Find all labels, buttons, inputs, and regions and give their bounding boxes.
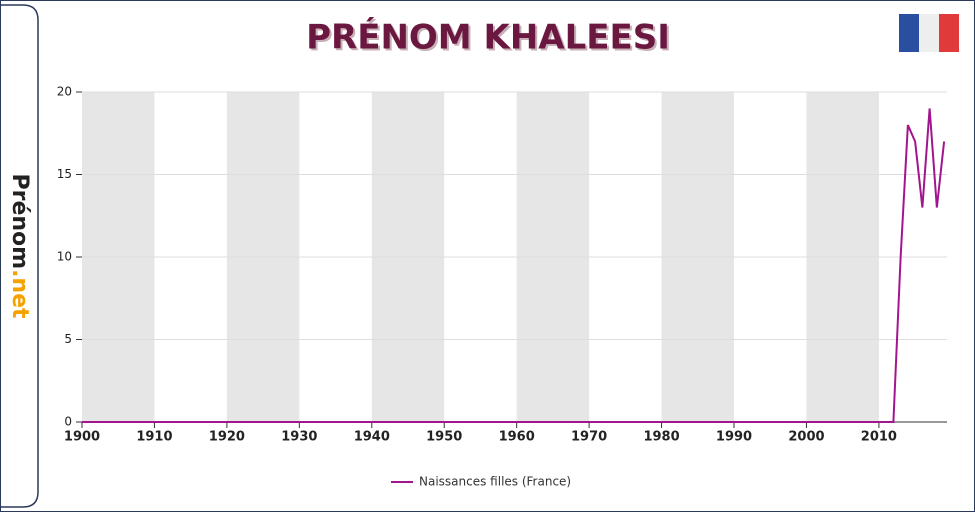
x-tick-label: 1970 xyxy=(571,430,607,445)
x-tick-label: 1980 xyxy=(643,430,679,445)
title-shadow: PRÉNOM KHALEESI xyxy=(308,19,672,60)
x-tick-label: 1930 xyxy=(281,430,317,445)
x-tick-label: 1960 xyxy=(499,430,535,445)
x-tick-label: 1920 xyxy=(209,430,245,445)
legend-label: Naissances filles (France) xyxy=(419,475,571,489)
x-tick-label: 2000 xyxy=(788,430,824,445)
logo-name: Prénom xyxy=(7,173,32,269)
x-tick-label: 1940 xyxy=(354,430,390,445)
x-tick-label: 1910 xyxy=(136,430,172,445)
logo[interactable]: Prénom.net xyxy=(7,173,32,319)
y-tick-label: 0 xyxy=(64,415,72,429)
chart-title: PRÉNOM KHALEESI xyxy=(306,17,670,58)
x-tick-label: 1900 xyxy=(64,430,100,445)
logo-suffix: .net xyxy=(7,269,32,319)
line xyxy=(82,108,946,423)
x-tick-label: 2010 xyxy=(861,430,897,445)
y-tick-label: 15 xyxy=(57,167,72,181)
x-tick-label: 1950 xyxy=(426,430,462,445)
y-tick-label: 20 xyxy=(57,85,72,99)
y-tick-label: 5 xyxy=(64,332,72,346)
x-tick-label: 1990 xyxy=(716,430,752,445)
y-tick-label: 10 xyxy=(57,250,72,264)
sidebar xyxy=(1,4,39,508)
flag xyxy=(899,14,959,52)
